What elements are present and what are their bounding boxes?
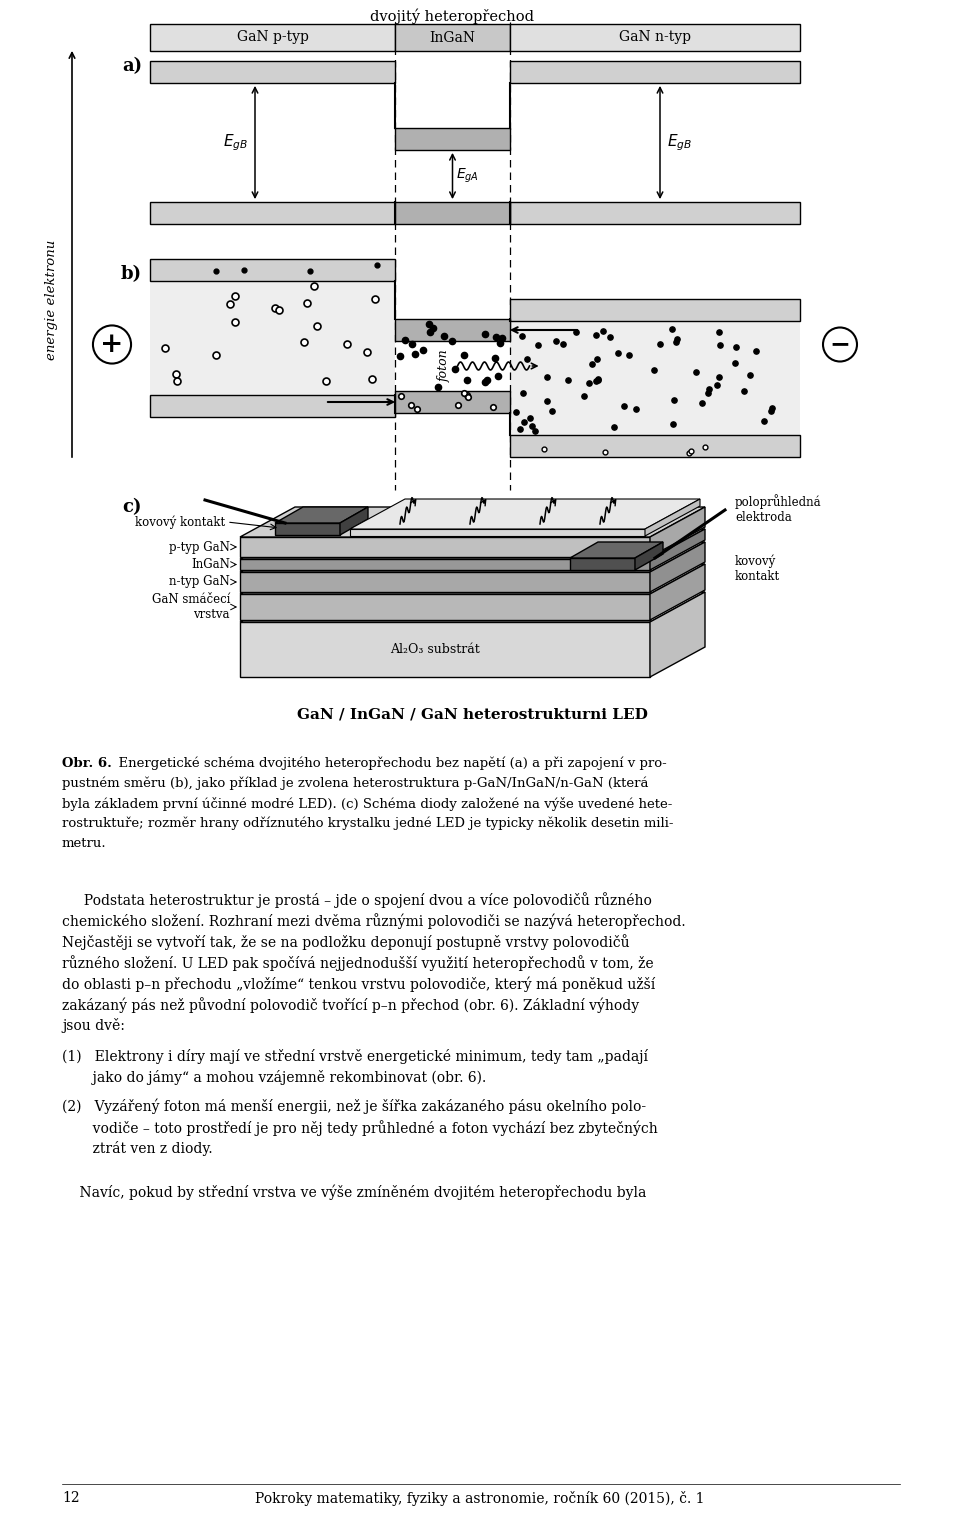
Text: energie elektronu: energie elektronu	[45, 240, 59, 361]
Polygon shape	[240, 564, 705, 594]
Text: do oblasti p–n přechodu „vložíme“ tenkou vrstvu polovodiče, který má poněkud užš: do oblasti p–n přechodu „vložíme“ tenkou…	[62, 976, 656, 991]
Bar	[395, 24, 510, 52]
Text: foton: foton	[438, 350, 451, 382]
Bar	[150, 24, 395, 52]
Polygon shape	[275, 523, 340, 535]
Polygon shape	[340, 506, 368, 535]
Text: Al₂O₃ substrát: Al₂O₃ substrát	[390, 643, 480, 656]
Text: pustném směru (b), jako příklad je zvolena heterostruktura p-GaN/InGaN/n-GaN (kt: pustném směru (b), jako příklad je zvole…	[62, 778, 649, 790]
Text: a): a)	[122, 58, 142, 74]
Text: Obr. 6.: Obr. 6.	[62, 756, 112, 770]
Text: GaN p-typ: GaN p-typ	[236, 30, 308, 44]
Bar	[395, 127, 510, 150]
Bar	[510, 202, 800, 224]
Polygon shape	[650, 543, 705, 593]
Text: $E_{gB}$: $E_{gB}$	[223, 132, 248, 153]
Text: $E_{gB}$: $E_{gB}$	[667, 132, 692, 153]
Text: 12: 12	[62, 1492, 80, 1505]
Bar	[510, 299, 800, 321]
Polygon shape	[650, 564, 705, 620]
Polygon shape	[240, 572, 650, 593]
Polygon shape	[240, 543, 705, 572]
Polygon shape	[240, 529, 705, 559]
Polygon shape	[650, 506, 705, 556]
Text: +: +	[100, 330, 124, 358]
Polygon shape	[650, 593, 705, 678]
Bar	[150, 259, 395, 280]
Text: kovový
kontakt: kovový kontakt	[735, 555, 780, 584]
Polygon shape	[350, 499, 700, 529]
Text: (2)   Vyzářený foton má menší energii, než je šířka zakázaného pásu okelního pol: (2) Vyzářený foton má menší energii, než…	[62, 1099, 646, 1114]
Text: Podstata heterostruktur je prostá – jde o spojení dvou a více polovodičů různého: Podstata heterostruktur je prostá – jde …	[62, 891, 652, 908]
Text: n-typ GaN: n-typ GaN	[169, 576, 230, 588]
Bar	[150, 202, 395, 224]
Text: −: −	[829, 332, 851, 356]
Polygon shape	[240, 537, 650, 556]
Text: jako do jámy“ a mohou vzájemně rekombinovat (obr. 6).: jako do jámy“ a mohou vzájemně rekombino…	[62, 1070, 487, 1085]
Bar	[510, 61, 800, 83]
Text: rostruktuře; rozměr hrany odříznutého krystalku jedné LED je typicky několik des: rostruktuře; rozměr hrany odříznutého kr…	[62, 817, 674, 831]
Text: různého složení. U LED pak spočívá nejjednodušší využití heteropřechodů v tom, ž: různého složení. U LED pak spočívá nejje…	[62, 955, 654, 970]
Bar	[510, 24, 800, 52]
Text: (1)   Elektrony i díry mají ve střední vrstvě energetické minimum, tedy tam „pad: (1) Elektrony i díry mají ve střední vrs…	[62, 1049, 648, 1064]
Text: kovový kontakt: kovový kontakt	[134, 515, 225, 529]
Polygon shape	[650, 529, 705, 570]
Text: zakázaný pás než původní polovodič tvořící p–n přechod (obr. 6). Základní výhody: zakázaný pás než původní polovodič tvoří…	[62, 998, 639, 1013]
Bar	[510, 435, 800, 456]
Text: chemického složení. Rozhraní mezi dvěma různými polovodiči se nazývá heteropřech: chemického složení. Rozhraní mezi dvěma …	[62, 913, 685, 929]
Text: b): b)	[121, 265, 142, 283]
Text: p-typ GaN: p-typ GaN	[169, 541, 230, 553]
Bar	[395, 391, 510, 412]
Polygon shape	[275, 506, 368, 523]
Text: InGaN: InGaN	[429, 30, 475, 44]
Bar	[395, 318, 510, 341]
Polygon shape	[240, 506, 705, 537]
Text: GaN smáčecí
vrstva: GaN smáčecí vrstva	[152, 593, 230, 622]
Text: GaN / InGaN / GaN heterostrukturni LED: GaN / InGaN / GaN heterostrukturni LED	[297, 706, 648, 722]
Text: Navíc, pokud by střední vrstva ve výše zmíněném dvojitém heteropřechodu byla: Navíc, pokud by střední vrstva ve výše z…	[62, 1184, 646, 1199]
Bar	[150, 280, 395, 396]
Text: dvojitý heteropřechod: dvojitý heteropřechod	[371, 8, 535, 24]
Text: Energetické schéma dvojitého heteropřechodu bez napětí (a) a při zapojení v pro-: Energetické schéma dvojitého heteropřech…	[110, 756, 667, 770]
Text: Nejčastěji se vytvoří tak, že se na podložku deponují postupně vrstvy polovodičů: Nejčastěji se vytvoří tak, že se na podl…	[62, 934, 630, 951]
Text: InGaN: InGaN	[191, 558, 230, 572]
Polygon shape	[635, 543, 663, 570]
Text: metru.: metru.	[62, 837, 107, 850]
Polygon shape	[240, 559, 650, 570]
Text: $E_{gA}$: $E_{gA}$	[457, 167, 479, 185]
Bar	[510, 321, 800, 435]
Bar	[150, 61, 395, 83]
Bar	[395, 202, 510, 224]
Polygon shape	[570, 543, 663, 558]
Polygon shape	[350, 529, 645, 537]
Polygon shape	[240, 594, 650, 620]
Bar	[150, 396, 395, 417]
Text: byla základem první účinné modré LED). (c) Schéma diody založené na výše uvedené: byla základem první účinné modré LED). (…	[62, 797, 672, 811]
Text: Pokroky matematiky, fyziky a astronomie, ročník 60 (2015), č. 1: Pokroky matematiky, fyziky a astronomie,…	[255, 1490, 705, 1505]
Polygon shape	[570, 558, 635, 570]
Polygon shape	[240, 593, 705, 622]
Text: jsou dvě:: jsou dvě:	[62, 1019, 125, 1032]
Text: c): c)	[123, 497, 142, 515]
Polygon shape	[645, 499, 700, 537]
Text: vodiče – toto prostředí je pro něj tedy průhledné a foton vychází bez zbytečných: vodiče – toto prostředí je pro něj tedy …	[62, 1120, 658, 1135]
Text: ztrát ven z diody.: ztrát ven z diody.	[62, 1142, 212, 1157]
Text: poloprůhledná
elektroda: poloprůhledná elektroda	[735, 494, 822, 525]
Polygon shape	[240, 622, 650, 678]
Text: GaN n-typ: GaN n-typ	[619, 30, 691, 44]
